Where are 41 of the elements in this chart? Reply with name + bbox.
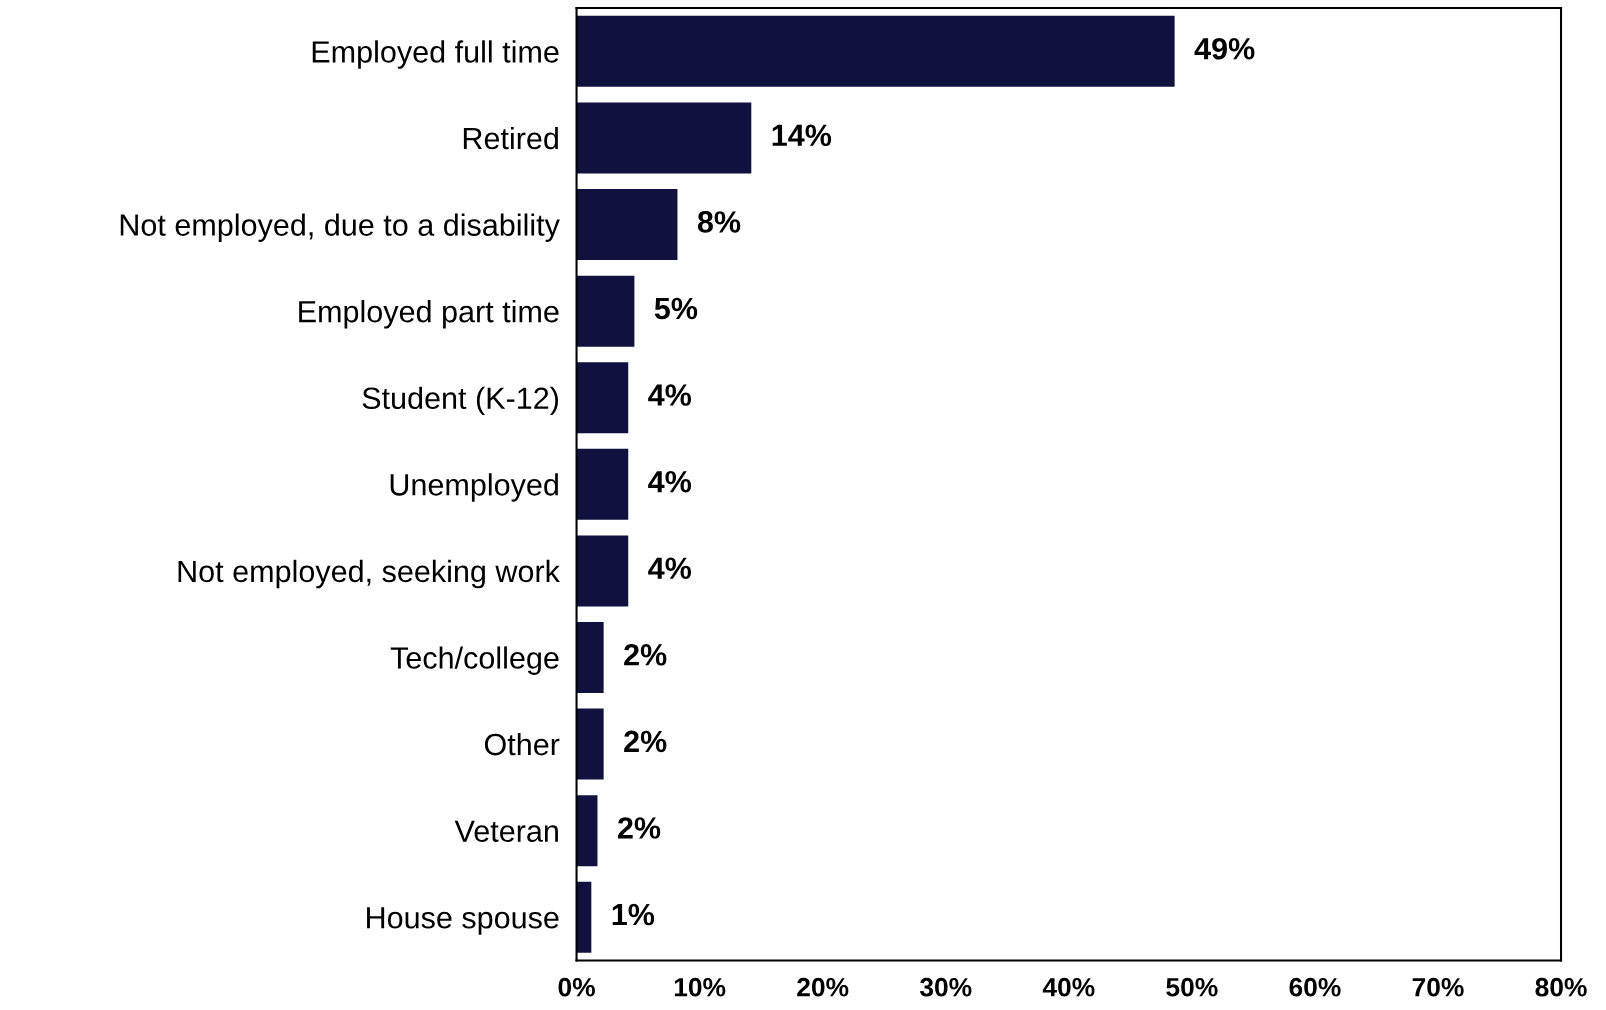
bar: [576, 535, 629, 607]
x-tick-label: 70%: [1412, 977, 1464, 997]
data-label: 4%: [648, 384, 692, 406]
bar: [576, 275, 635, 347]
bar: [576, 15, 1175, 87]
x-tick-label: 30%: [919, 977, 972, 997]
y-tick-label: Student (K-12): [362, 386, 558, 416]
data-label: 14%: [772, 124, 832, 147]
y-tick-label: Not employed, due to a disability: [120, 213, 560, 242]
y-tick-label: Not employed, seeking work: [178, 559, 560, 589]
data-label: 2%: [624, 644, 667, 666]
x-tick-label: 20%: [797, 977, 849, 997]
x-tick-label: 0%: [558, 977, 595, 997]
data-label: 4%: [648, 470, 692, 493]
data-label: 49%: [1194, 37, 1255, 60]
bar: [576, 189, 678, 261]
y-tick-label: Tech/college: [390, 646, 559, 675]
bar: [576, 102, 752, 174]
x-tick-label: 40%: [1042, 977, 1095, 997]
data-label: 1%: [612, 903, 655, 926]
data-label: 2%: [617, 817, 661, 839]
data-label: 4%: [648, 557, 692, 580]
y-tick-label: Unemployed: [390, 473, 558, 502]
y-tick-label: Retired: [463, 126, 558, 150]
bar: [576, 362, 629, 434]
x-tick-label: 50%: [1166, 977, 1218, 997]
data-label: 5%: [654, 297, 698, 320]
bar: [576, 795, 598, 867]
data-label: 8%: [697, 211, 741, 233]
y-tick-label: Employed full time: [312, 40, 559, 69]
y-tick-label: Other: [484, 732, 560, 756]
data-label: 2%: [624, 730, 667, 753]
x-tick-label: 10%: [674, 977, 726, 997]
bar: [576, 621, 604, 693]
bar: [576, 448, 629, 520]
y-tick-label: House spouse: [367, 907, 559, 935]
x-tick-label: 80%: [1535, 977, 1587, 997]
x-tick-label: 60%: [1289, 977, 1341, 997]
y-tick-label: Employed part time: [299, 300, 559, 329]
bar: [576, 708, 604, 780]
y-tick-label: Veteran: [454, 820, 558, 843]
